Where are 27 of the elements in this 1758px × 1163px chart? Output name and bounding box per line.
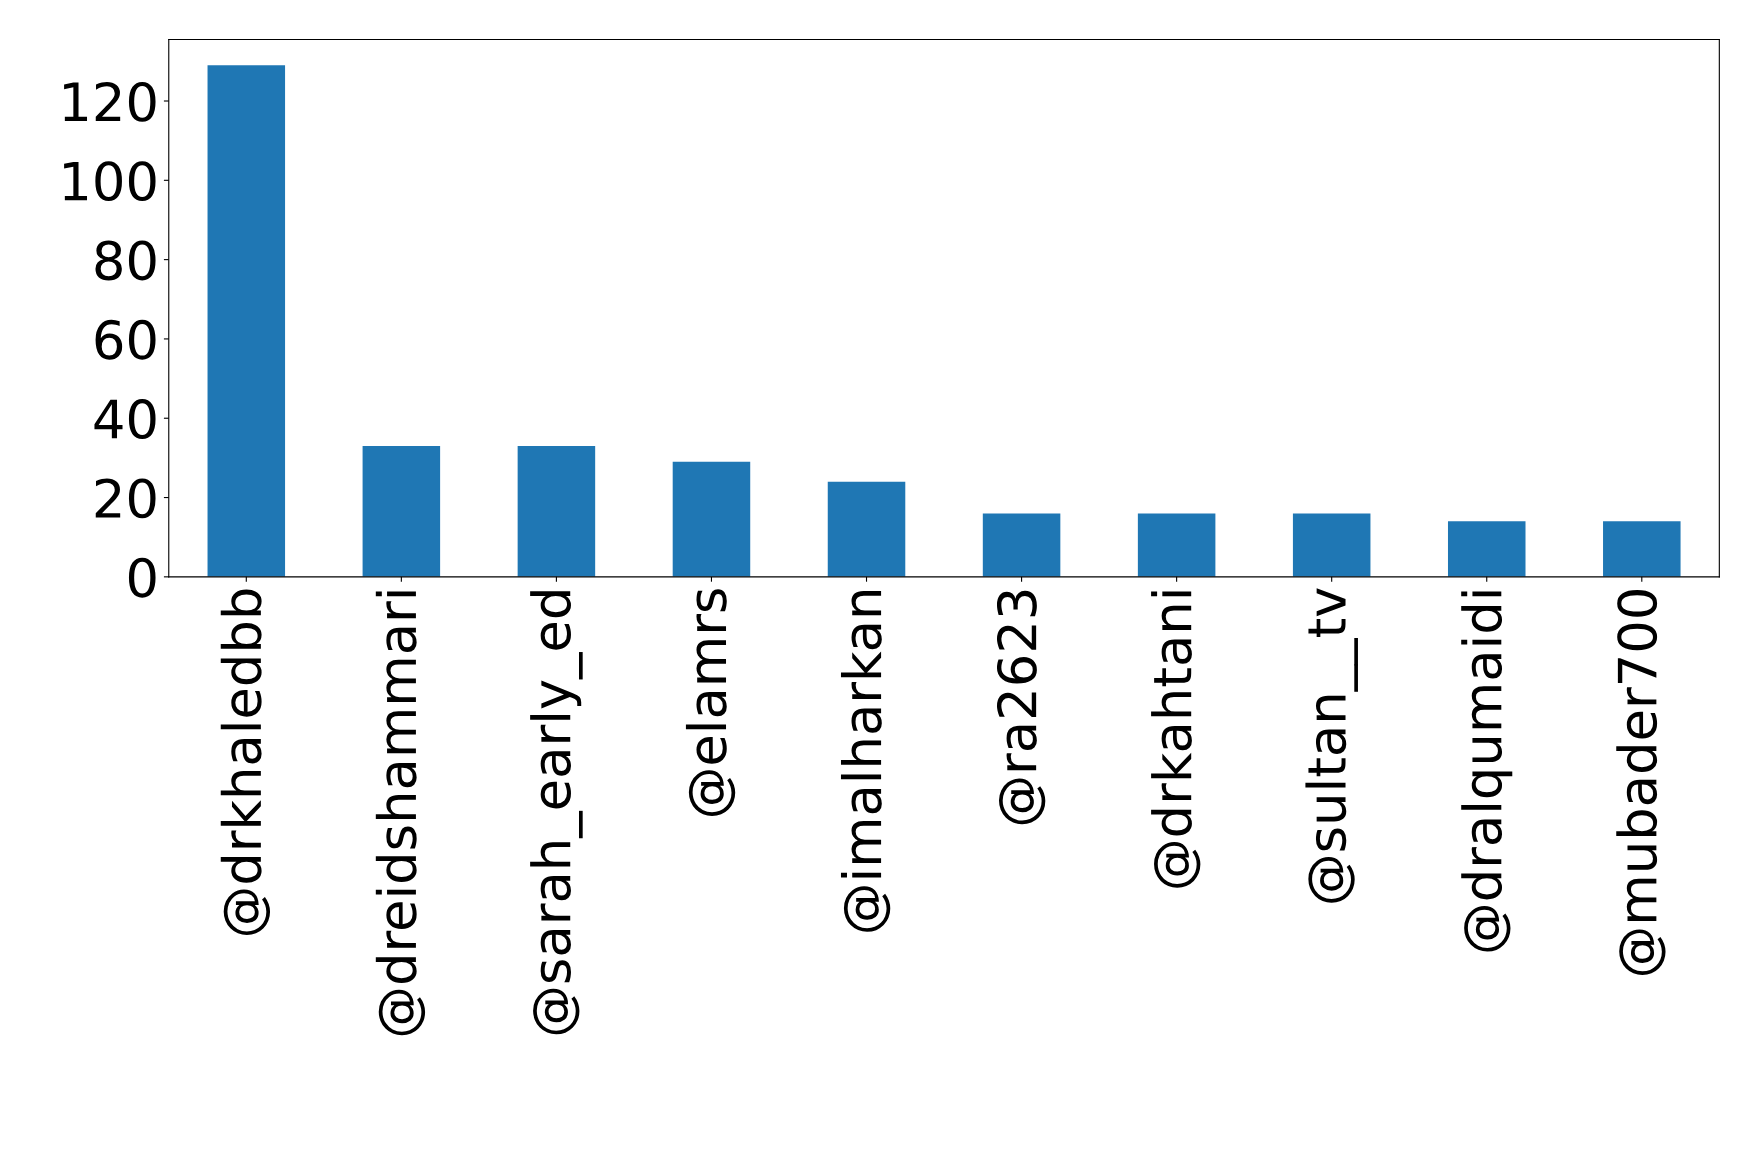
x-tick-label: @mubader700 [1616, 590, 1666, 975]
x-tick-label: @imalharkan [840, 591, 891, 932]
y-tick-label: 120 [64, 81, 156, 122]
y-tick-label: 60 [95, 319, 156, 360]
bar [207, 65, 286, 577]
y-tick-label: 0 [128, 557, 156, 598]
bar [1603, 521, 1681, 577]
bar [672, 461, 751, 577]
x-tick-label: @drkhaledbb [220, 589, 271, 936]
x-tick-label: @dreidshammari [375, 591, 426, 1036]
y-tick-label: 100 [64, 161, 156, 202]
y-tick-label: 20 [95, 478, 156, 519]
x-tick-label: @sultan__tv [1305, 588, 1358, 903]
x-tick-label: @dralqumaidi [1461, 591, 1513, 952]
x-tick-label: @drkahtani [1151, 591, 1201, 888]
bar [982, 513, 1061, 577]
bar [362, 445, 441, 577]
y-tick-label: 80 [95, 240, 156, 281]
x-tick-label: @ra2623 [996, 590, 1046, 825]
y-tick-label: 40 [94, 399, 156, 440]
x-tick-label: @elamrs [685, 589, 736, 816]
bar [827, 481, 906, 577]
bar [1137, 513, 1216, 577]
bar [1447, 521, 1526, 577]
bar [1292, 513, 1371, 577]
x-tick-label: @sarah_early_ed [530, 591, 583, 1035]
bar [517, 445, 596, 577]
